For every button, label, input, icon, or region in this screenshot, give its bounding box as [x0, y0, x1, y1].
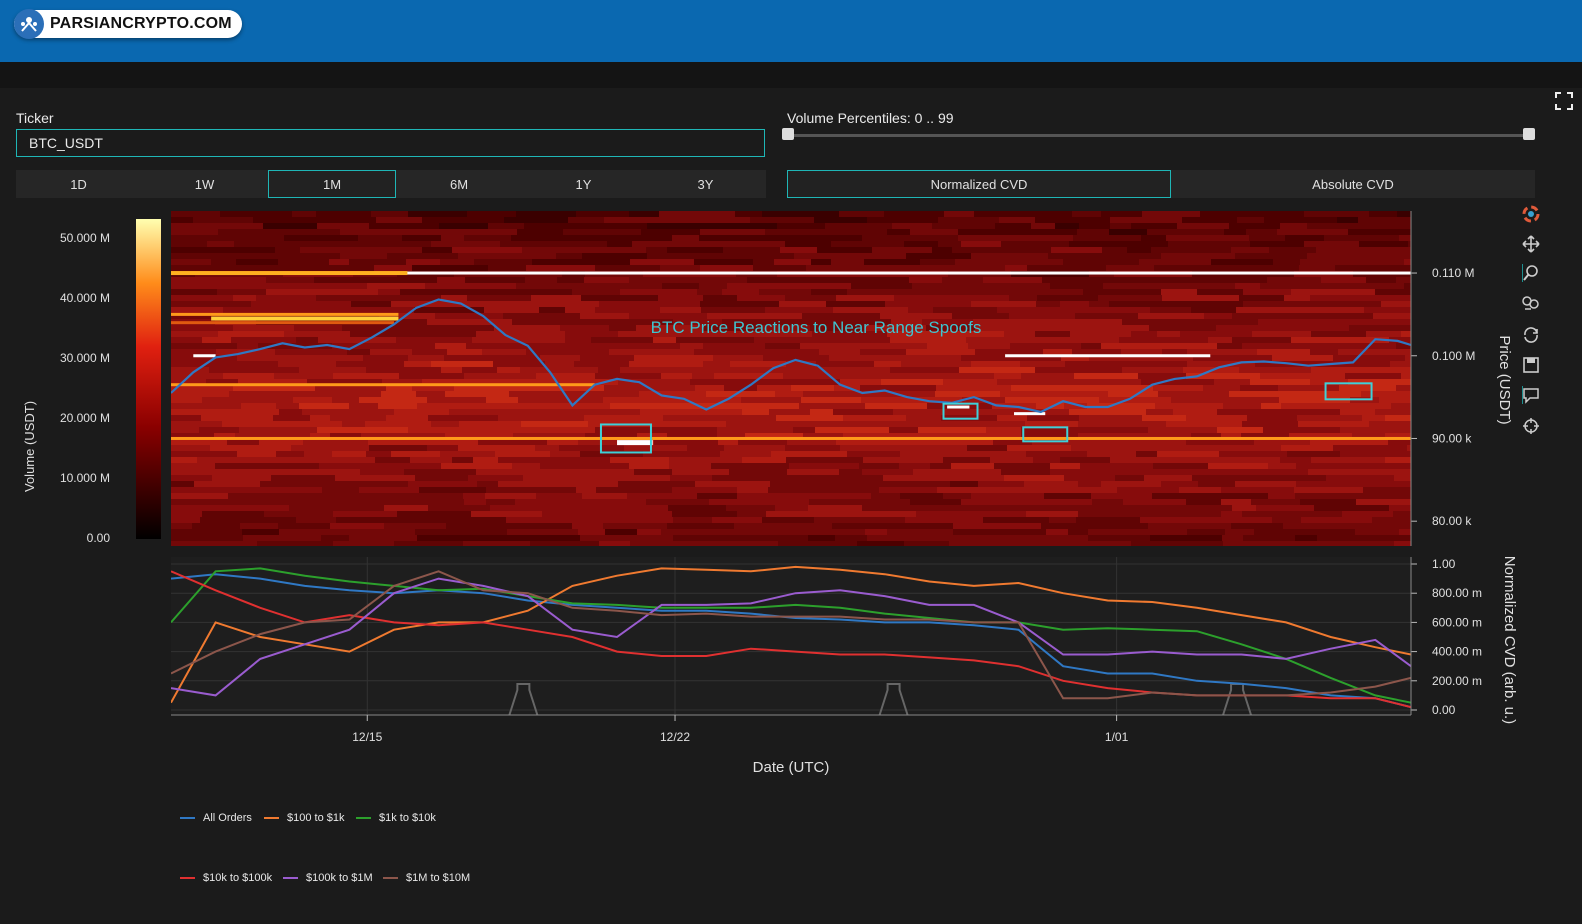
colorbar-tick-label: 0.00	[87, 531, 111, 545]
tab-3y[interactable]: 3Y	[645, 170, 766, 198]
cvd-line-1	[171, 565, 1411, 704]
legend-all-orders[interactable]: All Orders	[180, 812, 252, 824]
colorbar-tick-label: 30.000 M	[60, 351, 110, 365]
tab-6m[interactable]: 6M	[396, 170, 522, 198]
logo: PARSIANCRYPTO.COM	[14, 9, 242, 39]
cvd-tick-label: 800.00 m	[1432, 586, 1482, 600]
volume-percentiles-slider[interactable]	[792, 134, 1534, 137]
legend-swatch	[356, 817, 371, 819]
tab-1m[interactable]: 1M	[268, 170, 396, 198]
slider-handle-min[interactable]	[782, 128, 794, 140]
legend-label: $100 to $1k	[287, 812, 345, 824]
tab-1w[interactable]: 1W	[141, 170, 268, 198]
legend-label: $10k to $100k	[203, 872, 273, 884]
x-axis-label: Date (UTC)	[753, 759, 830, 776]
ticker-label: Ticker	[16, 110, 54, 126]
normalized-cvd-button[interactable]: Normalized CVD	[787, 170, 1171, 198]
legend-label: All Orders	[203, 812, 252, 824]
legend-swatch	[264, 817, 279, 819]
x-tick-label: 12/15	[352, 730, 382, 744]
cvd-axis-label: Normalized CVD (arb. u.)	[1501, 556, 1518, 724]
top-bar: PARSIANCRYPTO.COM	[0, 0, 1582, 62]
x-tick-label: 12/22	[660, 730, 690, 744]
slider-handle-max[interactable]	[1523, 128, 1535, 140]
cvd-tick-label: 600.00 m	[1432, 615, 1482, 629]
legend-swatch	[180, 877, 195, 879]
sub-bar	[0, 62, 1582, 88]
colorbar-label: Volume (USDT)	[22, 401, 37, 492]
cvd-line-0	[171, 573, 1411, 709]
cvd-line-3	[171, 570, 1411, 709]
crosshair-icon[interactable]	[1522, 417, 1540, 435]
wheel-zoom-icon[interactable]	[1522, 295, 1540, 313]
cvd-tick-label: 1.00	[1432, 557, 1456, 571]
spoof-box	[1022, 426, 1069, 443]
hover-icon[interactable]	[1522, 386, 1540, 404]
heatmap-background	[171, 211, 1411, 546]
legend-label: $1M to $10M	[406, 872, 471, 884]
cvd-tick-label: 0.00	[1432, 703, 1456, 717]
legend-1k-to-10k[interactable]: $1k to $10k	[356, 812, 436, 824]
spoof-box	[942, 402, 979, 420]
legend-swatch	[180, 817, 195, 819]
fullscreen-icon[interactable]	[1555, 92, 1573, 110]
legend-100-to-1k[interactable]: $100 to $1k	[264, 812, 345, 824]
reset-icon[interactable]	[1522, 326, 1540, 344]
volume-percentiles-label: Volume Percentiles: 0 .. 99	[787, 110, 954, 126]
price-tick-label: 0.100 M	[1432, 349, 1475, 363]
legend-10k-to-100k[interactable]: $10k to $100k	[180, 872, 272, 884]
legend-100k-to-1m[interactable]: $100k to $1M	[283, 872, 373, 884]
heatmap	[171, 211, 1411, 546]
x-tick-label: 1/01	[1105, 730, 1129, 744]
price-tick-label: 0.110 M	[1432, 266, 1474, 280]
logo-text: PARSIANCRYPTO.COM	[50, 15, 232, 32]
zoom-icon[interactable]	[1522, 264, 1540, 282]
legend-1m-to-10m[interactable]: $1M to $10M	[383, 872, 470, 884]
ticker-input[interactable]	[16, 129, 765, 157]
legend-label: $1k to $10k	[379, 812, 436, 824]
price-axis-label: Price (USDT)	[1496, 335, 1513, 424]
colorbar-tick-label: 50.000 M	[60, 231, 110, 245]
colorbar-tick-label: 10.000 M	[60, 471, 110, 485]
pan-icon[interactable]	[1522, 235, 1540, 253]
logo-icon	[1522, 205, 1540, 223]
save-icon[interactable]	[1522, 356, 1540, 374]
colorbar-ticks: 50.000 M 40.000 M 30.000 M 20.000 M 10.000 M…	[60, 231, 110, 545]
colorbar-tick-label: 40.000 M	[60, 291, 110, 305]
cvd-panel	[171, 557, 1411, 715]
spoof-box	[599, 423, 652, 454]
spoof-box	[1324, 382, 1373, 401]
legend-label: $100k to $1M	[306, 872, 373, 884]
cvd-line-4	[171, 577, 1411, 697]
price-tick-label: 80.00 k	[1432, 514, 1472, 528]
colorbar	[136, 219, 161, 539]
legend-swatch	[283, 877, 298, 879]
cvd-tick-label: 400.00 m	[1432, 645, 1482, 659]
tab-1y[interactable]: 1Y	[522, 170, 645, 198]
tab-1d[interactable]: 1D	[16, 170, 141, 198]
cvd-line-2	[171, 567, 1411, 704]
price-tick-label: 90.00 k	[1432, 431, 1472, 445]
price-line	[171, 298, 1411, 414]
cvd-line-5	[171, 570, 1411, 700]
logo-icon	[14, 9, 44, 39]
legend-swatch	[383, 877, 398, 879]
colorbar-tick-label: 20.000 M	[60, 411, 110, 425]
cvd-tick-label: 200.00 m	[1432, 674, 1482, 688]
absolute-cvd-button[interactable]: Absolute CVD	[1171, 170, 1535, 198]
spoof-annotation: BTC Price Reactions to Near Range Spoofs	[651, 318, 982, 337]
